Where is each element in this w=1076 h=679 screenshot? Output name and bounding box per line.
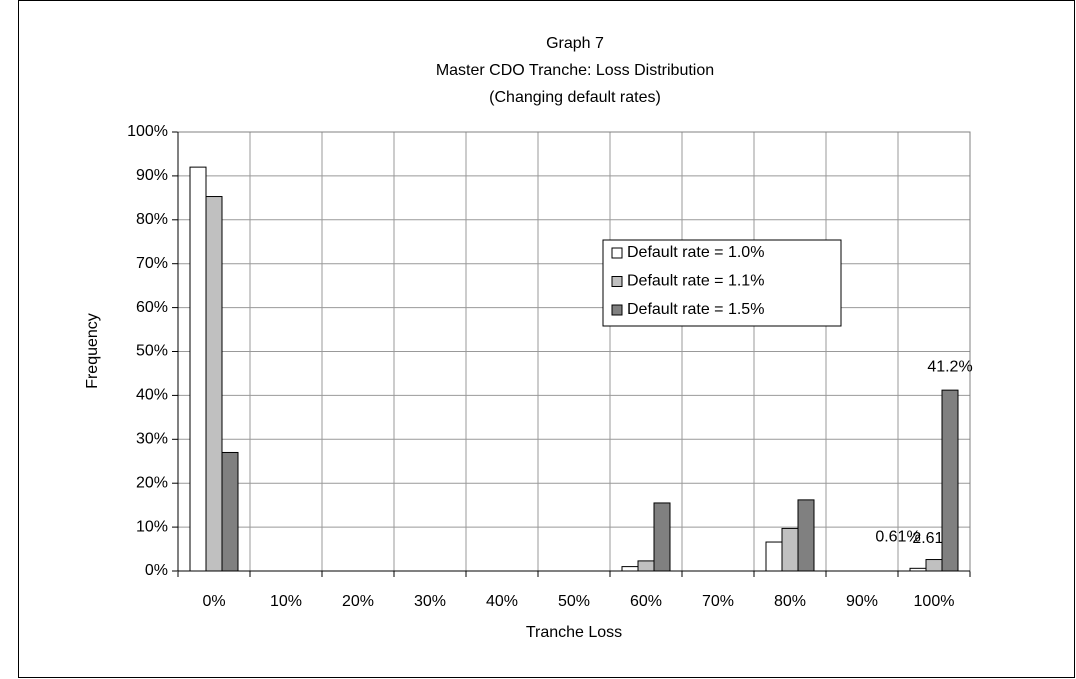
chart-title: Graph 7 xyxy=(546,35,604,52)
y-tick-label: 90% xyxy=(136,167,168,184)
chart-title: (Changing default rates) xyxy=(489,89,661,106)
y-tick-label: 0% xyxy=(145,562,168,579)
legend-swatch xyxy=(611,304,623,316)
bar xyxy=(621,566,639,572)
bar xyxy=(653,502,671,572)
x-tick-label: 40% xyxy=(486,593,518,610)
bar xyxy=(189,166,207,572)
y-tick-label: 70% xyxy=(136,255,168,272)
data-label: 41.2% xyxy=(927,358,972,375)
y-tick-label: 60% xyxy=(136,299,168,316)
bar xyxy=(205,196,223,572)
bar xyxy=(797,499,815,572)
bar xyxy=(765,541,783,572)
bar xyxy=(925,559,943,572)
x-tick-label: 90% xyxy=(846,593,878,610)
x-axis-label: Tranche Loss xyxy=(526,624,622,641)
data-label: 0.61% xyxy=(875,529,920,546)
legend-swatch xyxy=(611,247,623,259)
legend-label: Default rate = 1.0% xyxy=(627,244,764,261)
y-tick-label: 30% xyxy=(136,431,168,448)
y-tick-label: 80% xyxy=(136,211,168,228)
chart-title: Master CDO Tranche: Loss Distribution xyxy=(436,62,714,79)
x-tick-label: 10% xyxy=(270,593,302,610)
y-tick-label: 40% xyxy=(136,387,168,404)
legend-label: Default rate = 1.1% xyxy=(627,273,764,290)
x-tick-label: 50% xyxy=(558,593,590,610)
x-tick-label: 70% xyxy=(702,593,734,610)
bar xyxy=(781,527,799,572)
legend-label: Default rate = 1.5% xyxy=(627,301,764,318)
y-tick-label: 20% xyxy=(136,474,168,491)
y-tick-label: 10% xyxy=(136,518,168,535)
y-tick-label: 100% xyxy=(127,123,168,140)
x-tick-label: 20% xyxy=(342,593,374,610)
legend-swatch xyxy=(611,276,623,287)
x-tick-label: 30% xyxy=(414,593,446,610)
legend-box xyxy=(602,239,842,327)
x-tick-label: 100% xyxy=(914,593,955,610)
x-tick-label: 60% xyxy=(630,593,662,610)
x-tick-label: 80% xyxy=(774,593,806,610)
bar xyxy=(941,389,959,572)
x-tick-label: 0% xyxy=(202,593,225,610)
y-tick-label: 50% xyxy=(136,343,168,360)
y-axis-label: Frequency xyxy=(84,313,101,389)
bar xyxy=(637,560,655,572)
bar xyxy=(221,451,239,572)
